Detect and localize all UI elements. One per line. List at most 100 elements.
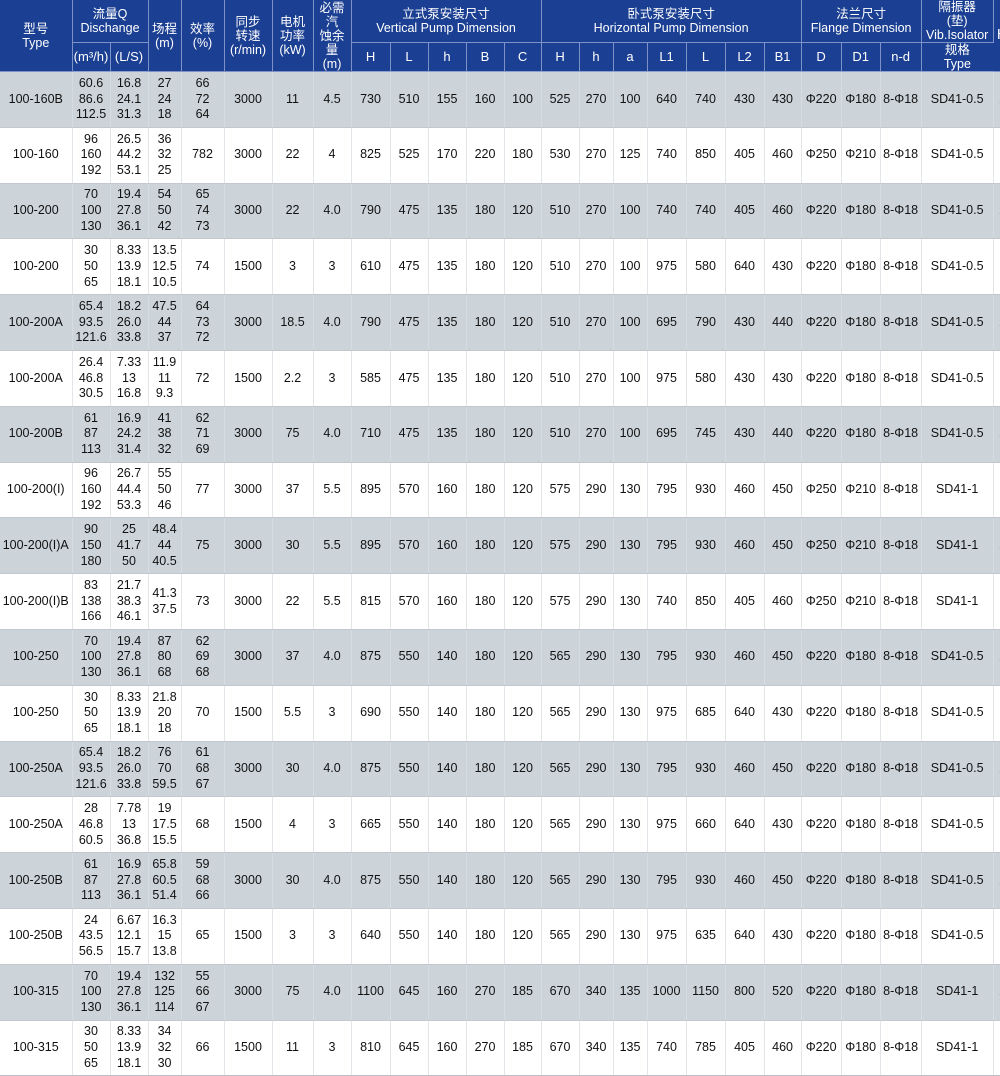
value-line: 74	[195, 258, 210, 273]
table-row: 100-200(I)A 90 150 180 25 41.7 50 48.4 44 40.5 75 3…	[0, 517, 1000, 575]
value-line: 33.8	[116, 330, 142, 345]
cell-horizontal-B1: 430	[764, 238, 802, 296]
cell-vertical-H: 1100	[351, 964, 391, 1021]
cell-horizontal-H: 575	[541, 517, 580, 575]
table-row: 100-315 30 50 65 8.33 13.9 18.1 34 32 30 66 1500 11 3…	[0, 1020, 1000, 1076]
cell-horizontal-a: 100	[613, 406, 648, 463]
value-line: 13.9	[116, 258, 142, 273]
cell-vertical-L: 570	[390, 462, 429, 519]
value-line: 96	[84, 466, 98, 481]
value-line: 16.3	[152, 912, 177, 927]
value-line: 55	[195, 968, 210, 983]
cell-npsh: 4.0	[313, 629, 352, 686]
value-line: 42	[157, 218, 172, 233]
value-line: 48.4	[152, 522, 177, 537]
value-line: 121.6	[75, 330, 107, 345]
cell-motor-power: 22	[272, 573, 314, 630]
cell-vib-type: SD41-1	[921, 964, 994, 1021]
value-line: 68	[195, 816, 210, 831]
cell-model: 100-200A	[0, 350, 73, 407]
cell-npsh: 4.0	[313, 741, 352, 798]
cell-model: 100-160B	[0, 71, 73, 128]
value-line: 13.9	[116, 705, 142, 720]
cell-flange-D: Φ220	[801, 183, 842, 240]
cell-vib-type: SD41-1	[921, 517, 994, 575]
cell-vertical-B: 180	[466, 741, 505, 798]
value-line: 65	[84, 274, 98, 289]
value-line: 60.5	[152, 872, 177, 887]
value-line: 31.3	[116, 107, 142, 122]
value-line: 12.1	[116, 928, 142, 943]
cell-q-m3h: 28 46.8 60.5	[72, 796, 111, 854]
cell-speed: 3000	[224, 741, 273, 798]
cell-efficiency: 782	[181, 127, 225, 184]
cell-vertical-B: 270	[466, 964, 505, 1021]
cell-flange-D1: Φ180	[841, 350, 881, 407]
cell-npsh: 5.5	[313, 462, 352, 519]
cell-npsh: 4	[313, 127, 352, 184]
table-row: 100-200A 26.4 46.8 30.5 7.33 13 16.8 11.9 11 9.3 7…	[0, 350, 1000, 407]
value-line: 62	[195, 633, 210, 648]
cell-flange-D1: Φ180	[841, 741, 881, 798]
cell-flange-D: Φ220	[801, 406, 842, 463]
cell-vertical-B: 180	[466, 350, 505, 407]
value-line: 70	[84, 633, 98, 648]
cell-vib-type: SD41-0.5	[921, 796, 994, 854]
cell-vib-type: SD41-1	[921, 462, 994, 519]
table-row: 100-200A 65.4 93.5 121.6 18.2 26.0 33.8 47.5 44 3…	[0, 294, 1000, 351]
cell-vertical-L: 475	[390, 406, 429, 463]
value-line: 15	[157, 928, 172, 943]
cell-efficiency: 72	[181, 350, 225, 407]
cell-vertical-B: 180	[466, 183, 505, 240]
value-line: 160	[80, 147, 102, 162]
cell-horizontal-a: 130	[613, 573, 648, 630]
cell-horizontal-h: 270	[579, 183, 614, 240]
cell-efficiency: 62 71 69	[181, 406, 225, 463]
cell-horizontal-L2: 405	[725, 127, 765, 184]
cell-head: 11.9 11 9.3	[148, 350, 182, 407]
header-horizontal-H: H	[541, 42, 580, 72]
cell-head: 16.3 15 13.8	[148, 908, 182, 965]
cell-vertical-h: 160	[428, 517, 467, 575]
value-line: 36.1	[116, 218, 142, 233]
cell-horizontal-L: 930	[686, 629, 726, 686]
value-line: 7.78	[116, 801, 142, 816]
cell-q-ls: 16.8 24.1 31.3	[110, 71, 149, 128]
cell-horizontal-L1: 1000	[647, 964, 687, 1021]
value-line: 6.67	[116, 912, 142, 927]
cell-horizontal-L: 685	[686, 685, 726, 742]
cell-vertical-L: 570	[390, 573, 429, 630]
cell-flange-D1: Φ210	[841, 517, 881, 575]
value-line: 113	[81, 442, 101, 457]
cell-motor-power: 22	[272, 183, 314, 240]
cell-npsh: 4.0	[313, 294, 352, 351]
cell-q-m3h: 30 50 65	[72, 685, 111, 742]
value-line: 64	[195, 107, 210, 122]
cell-q-ls: 16.9 27.8 36.1	[110, 852, 149, 909]
cell-q-ls: 26.5 44.2 53.1	[110, 127, 149, 184]
cell-horizontal-H: 565	[541, 685, 580, 742]
cell-horizontal-h: 340	[579, 1020, 614, 1076]
cell-q-ls: 6.67 12.1 15.7	[110, 908, 149, 965]
cell-vertical-B: 180	[466, 852, 505, 909]
cell-flange-nd: 8-Φ18	[880, 238, 922, 296]
value-line: 26.4	[78, 354, 104, 369]
header-row-subcols: (m³/h) (L/S) H L h B C H h a L1 L L2 B1 …	[0, 42, 1000, 72]
cell-horizontal-h: 290	[579, 796, 614, 854]
cell-q-m3h: 70 100 130	[72, 629, 111, 686]
cell-vib-type: SD41-0.5	[921, 127, 994, 184]
cell-vertical-L: 550	[390, 908, 429, 965]
cell-vertical-C: 120	[504, 629, 542, 686]
cell-efficiency: 75	[181, 517, 225, 575]
header-horizontal-L2: L2	[725, 42, 765, 72]
value-line: 18.1	[116, 1055, 142, 1070]
cell-horizontal-L1: 740	[647, 183, 687, 240]
value-line: 27.8	[116, 203, 142, 218]
cell-horizontal-L: 785	[686, 1020, 726, 1076]
cell-vertical-h: 135	[428, 183, 467, 240]
cell-vib-type: SD41-1	[921, 1020, 994, 1076]
cell-horizontal-L2: 405	[725, 573, 765, 630]
cell-horizontal-h: 340	[579, 964, 614, 1021]
value-line: 36.8	[116, 832, 142, 847]
value-line: 26.5	[116, 131, 142, 146]
